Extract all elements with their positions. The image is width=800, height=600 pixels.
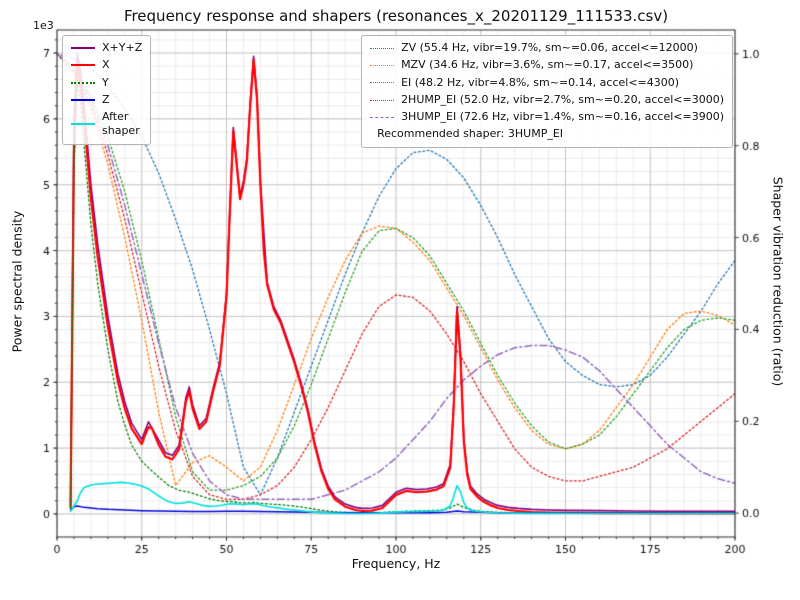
legend-label-xyz: X+Y+Z bbox=[102, 41, 143, 54]
legend-label-after-shaper: After shaper bbox=[102, 110, 140, 138]
shaper-legend: ZV (55.4 Hz, vibr=19.7%, sm~=0.06, accel… bbox=[361, 35, 733, 148]
legend-item-3hump-ei: 3HUMP_EI (72.6 Hz, vibr=1.4%, sm~=0.16, … bbox=[370, 110, 724, 124]
legend-item-zv: ZV (55.4 Hz, vibr=19.7%, sm~=0.06, accel… bbox=[370, 41, 724, 55]
line-sample-xyz-icon bbox=[71, 47, 95, 50]
chart-title: Frequency response and shapers (resonanc… bbox=[123, 7, 669, 25]
legend-label-zv: ZV (55.4 Hz, vibr=19.7%, sm~=0.06, accel… bbox=[401, 41, 698, 54]
line-sample-z-icon bbox=[71, 99, 95, 102]
legend-item-z: Z bbox=[71, 93, 142, 107]
recommended-shaper-note: Recommended shaper: 3HUMP_EI bbox=[370, 127, 724, 141]
y-axis-offset-text: 1e3 bbox=[33, 19, 54, 32]
legend-item-after-shaper: After shaper bbox=[71, 110, 142, 139]
line-sample-mzv-icon bbox=[370, 64, 395, 66]
legend-item-y: Y bbox=[71, 76, 142, 90]
line-sample-x-icon bbox=[71, 64, 95, 67]
line-sample-ei-icon bbox=[370, 82, 395, 84]
line-sample-3hump-ei-icon bbox=[370, 116, 395, 118]
y-axis-label-right: Shaper vibration reduction (ratio) bbox=[770, 176, 786, 387]
line-sample-after-shaper-icon bbox=[71, 123, 95, 126]
legend-item-mzv: MZV (34.6 Hz, vibr=3.6%, sm~=0.17, accel… bbox=[370, 58, 724, 72]
legend-label-ei: EI (48.2 Hz, vibr=4.8%, sm~=0.14, accel<… bbox=[401, 75, 680, 89]
y-axis-label-left: Power spectral density bbox=[9, 210, 25, 353]
line-sample-y-icon bbox=[71, 81, 95, 84]
psd-legend: X+Y+Z X Y Z After shaper bbox=[62, 35, 152, 145]
line-sample-zv-icon bbox=[370, 47, 395, 49]
legend-item-2hump-ei: 2HUMP_EI (52.0 Hz, vibr=2.7%, sm~=0.20, … bbox=[370, 93, 724, 107]
x-axis-label: Frequency, Hz bbox=[351, 556, 441, 571]
recommended-shaper-text: Recommended shaper: 3HUMP_EI bbox=[377, 127, 564, 141]
legend-item-x: X bbox=[71, 58, 142, 72]
legend-item-xyz: X+Y+Z bbox=[71, 41, 142, 55]
legend-label-y: Y bbox=[102, 75, 109, 89]
legend-label-z: Z bbox=[102, 92, 110, 106]
legend-label-mzv: MZV (34.6 Hz, vibr=3.6%, sm~=0.17, accel… bbox=[401, 58, 694, 72]
legend-label-2hump-ei: 2HUMP_EI (52.0 Hz, vibr=2.7%, sm~=0.20, … bbox=[401, 92, 724, 106]
legend-item-ei: EI (48.2 Hz, vibr=4.8%, sm~=0.14, accel<… bbox=[370, 76, 724, 90]
legend-label-x: X bbox=[102, 58, 110, 72]
line-sample-2hump-ei-icon bbox=[370, 99, 395, 101]
legend-label-3hump-ei: 3HUMP_EI (72.6 Hz, vibr=1.4%, sm~=0.16, … bbox=[401, 110, 724, 124]
